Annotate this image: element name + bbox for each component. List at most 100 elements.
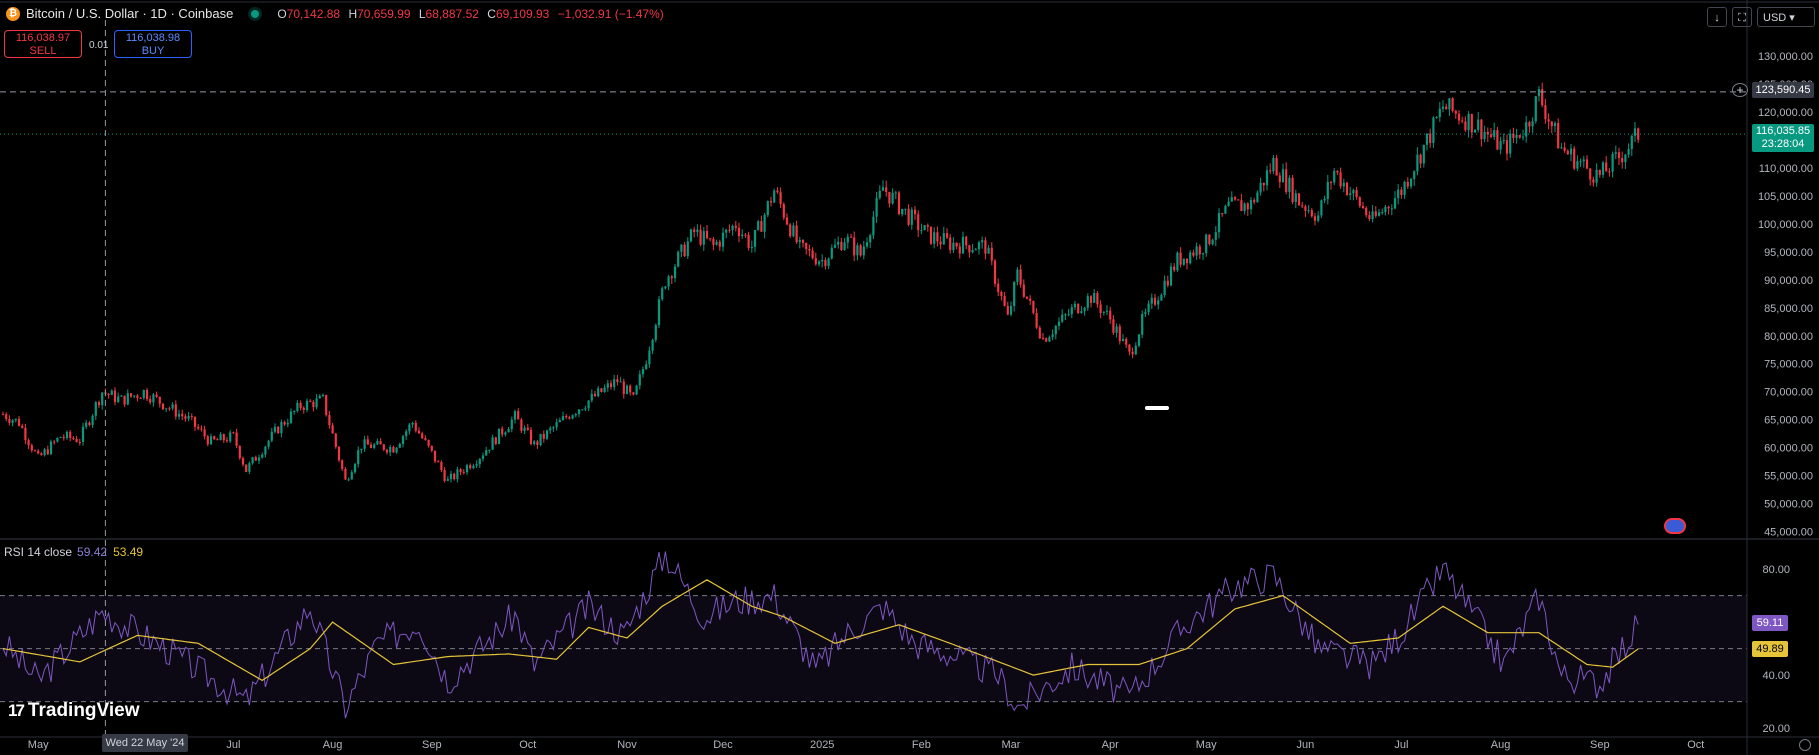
candle-body bbox=[1304, 206, 1307, 211]
candle-down bbox=[1589, 168, 1592, 186]
candle-body bbox=[821, 259, 824, 262]
candle-body bbox=[776, 190, 779, 193]
candle-up bbox=[1201, 252, 1205, 261]
candle-body bbox=[555, 422, 558, 428]
rsi-legend[interactable]: RSI 14 close 59.42 53.49 bbox=[4, 545, 143, 559]
candle-body bbox=[1265, 170, 1269, 186]
candle-body bbox=[1003, 295, 1006, 306]
candle-body bbox=[1288, 177, 1291, 192]
candle-down bbox=[632, 391, 635, 396]
candle-down bbox=[337, 445, 341, 463]
candle-body bbox=[1579, 161, 1582, 163]
symbol-title[interactable]: Bitcoin / U.S. Dollar · 1D · Coinbase bbox=[26, 6, 234, 21]
candle-up bbox=[1054, 324, 1057, 340]
tradingview-logo[interactable]: 17 TradingView bbox=[8, 700, 140, 722]
candle-body bbox=[1, 414, 5, 416]
candle-body bbox=[993, 260, 997, 284]
candle-up bbox=[280, 419, 283, 438]
candle-down bbox=[216, 437, 219, 441]
candle-down bbox=[190, 413, 193, 421]
buy-button[interactable]: 116,038.98 BUY bbox=[114, 30, 192, 58]
candle-body bbox=[1137, 334, 1141, 346]
candle-body bbox=[1173, 266, 1176, 271]
candle-down bbox=[33, 449, 37, 452]
candle-body bbox=[149, 399, 152, 403]
time-tick-label: Sep bbox=[422, 739, 442, 751]
candle-body bbox=[392, 447, 395, 453]
candle-up bbox=[142, 389, 145, 400]
candle-body bbox=[593, 393, 597, 397]
candle-body bbox=[619, 381, 622, 383]
candle-body bbox=[1397, 189, 1400, 199]
candle-up bbox=[1048, 335, 1051, 342]
candle-body bbox=[1505, 140, 1509, 154]
price-tick-label: 80,000.00 bbox=[1764, 331, 1813, 343]
candle-body bbox=[1269, 170, 1272, 172]
fullscreen-icon[interactable]: ⛶ bbox=[1732, 7, 1752, 27]
candle-body bbox=[1605, 162, 1608, 172]
candle-body bbox=[1598, 169, 1601, 175]
candle-body bbox=[97, 402, 101, 406]
candle-body bbox=[801, 239, 805, 243]
candle-up bbox=[318, 394, 321, 399]
rsi-value: 59.42 bbox=[77, 545, 108, 559]
candle-down bbox=[123, 395, 126, 408]
candle-body bbox=[136, 395, 139, 398]
candle-up bbox=[677, 250, 680, 268]
add-alert-icon[interactable]: + bbox=[1732, 83, 1748, 97]
candle-body bbox=[469, 465, 472, 469]
candle-body bbox=[565, 416, 568, 418]
candle-body bbox=[773, 190, 776, 203]
market-status-icon[interactable] bbox=[251, 9, 260, 18]
candle-down bbox=[299, 400, 302, 411]
candle-body bbox=[1413, 171, 1416, 179]
candle-body bbox=[1077, 303, 1080, 314]
candle-body bbox=[379, 440, 382, 445]
candle-up bbox=[574, 412, 577, 418]
candle-down bbox=[801, 239, 805, 248]
rsi-pane bbox=[0, 551, 1747, 719]
candle-up bbox=[1102, 311, 1105, 316]
candle-body bbox=[1585, 159, 1589, 169]
candle-up bbox=[1403, 180, 1406, 199]
scroll-handle[interactable] bbox=[1145, 406, 1169, 410]
candle-body bbox=[1233, 197, 1237, 200]
time-tick-label: May bbox=[28, 739, 49, 751]
candle-down bbox=[712, 236, 715, 251]
candle-up bbox=[1013, 280, 1016, 312]
candle-down bbox=[1131, 347, 1134, 359]
economic-event-flag-icon[interactable] bbox=[1664, 518, 1686, 534]
candle-body bbox=[1608, 171, 1611, 173]
candle-down bbox=[379, 438, 382, 445]
candle-down bbox=[1339, 167, 1342, 190]
candle-up bbox=[1115, 323, 1118, 338]
candle-body bbox=[638, 374, 641, 386]
candle-down bbox=[421, 431, 424, 440]
candle-body bbox=[1169, 266, 1173, 286]
candle-up bbox=[1569, 143, 1573, 162]
candle-body bbox=[1336, 170, 1339, 173]
price-tick-label: 120,000.00 bbox=[1758, 107, 1813, 119]
candle-up bbox=[1509, 129, 1512, 158]
time-tick-label: 2025 bbox=[810, 739, 834, 751]
candle-body bbox=[437, 461, 440, 463]
candle-body bbox=[1614, 152, 1617, 154]
candle-up bbox=[488, 449, 491, 454]
candle-down bbox=[232, 431, 235, 434]
candle-body bbox=[590, 393, 593, 401]
candle-up bbox=[360, 448, 363, 454]
currency-select[interactable]: USD ▾ bbox=[1757, 7, 1815, 27]
download-icon[interactable]: ↓ bbox=[1707, 7, 1727, 27]
candle-body bbox=[683, 244, 686, 257]
candle-up bbox=[757, 219, 760, 231]
settings-icon[interactable] bbox=[1799, 739, 1811, 751]
candle-up bbox=[686, 237, 689, 259]
candle-body bbox=[331, 425, 334, 434]
candle-body bbox=[827, 258, 830, 267]
open-label: O bbox=[277, 6, 287, 21]
candle-down bbox=[1, 411, 5, 416]
sell-button[interactable]: 116,038.97 SELL bbox=[4, 30, 82, 58]
candle-up bbox=[1205, 233, 1208, 257]
candle-body bbox=[1093, 293, 1096, 303]
